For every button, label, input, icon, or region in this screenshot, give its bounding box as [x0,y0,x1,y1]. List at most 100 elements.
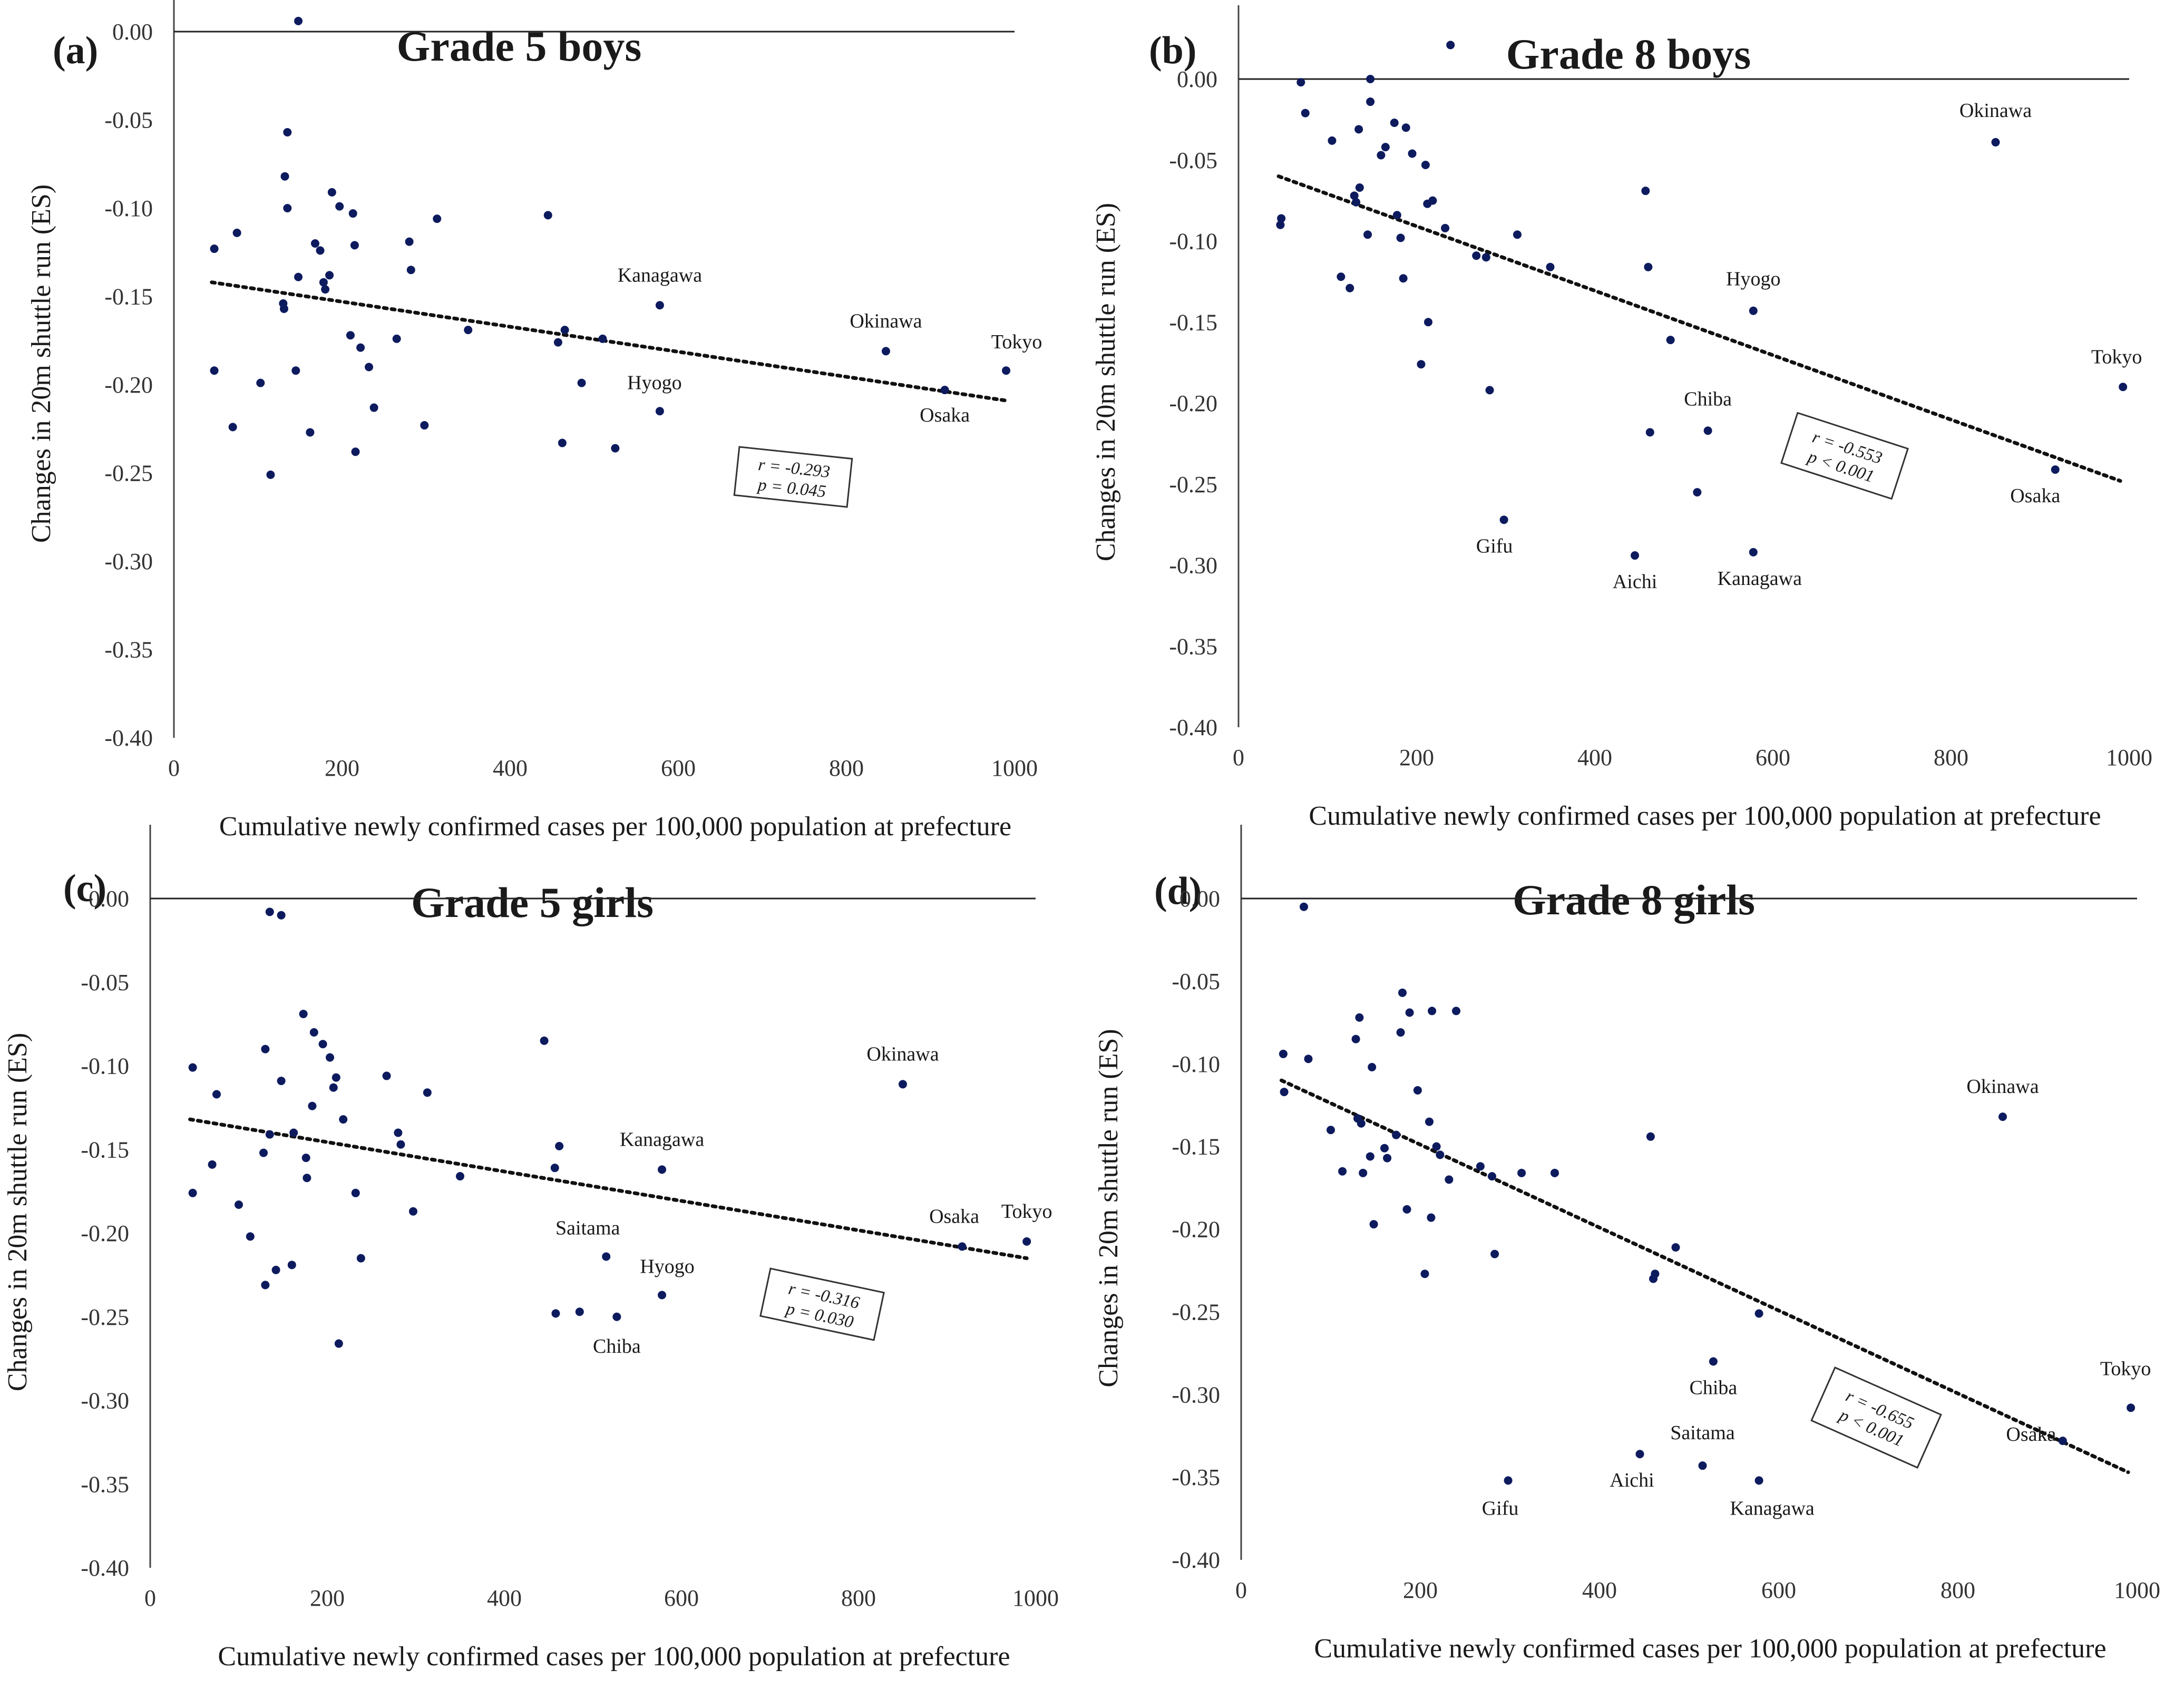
y-tick-label: -0.35 [104,637,153,663]
y-tick-label: -0.10 [81,1053,129,1079]
data-point [287,1261,296,1270]
x-tick-label: 600 [1761,1577,1796,1603]
trendline [1276,174,2122,483]
data-point [2051,465,2060,474]
trendline [188,1117,1029,1261]
point-label-aichi: Aichi [1613,571,1657,593]
y-tick-label: -0.25 [1172,1299,1220,1325]
data-point [1359,1168,1368,1177]
y-tick-label: -0.25 [1169,472,1217,497]
data-point [1396,233,1405,242]
data-point [1446,41,1455,50]
data-point [1277,214,1286,223]
y-tick-label: -0.30 [1169,553,1217,579]
point-label-kanagawa: Kanagawa [1730,1497,1814,1519]
y-tick-label: -0.35 [81,1471,129,1497]
data-point [331,1073,340,1082]
data-point [283,128,292,136]
data-point [208,1160,217,1169]
y-tick-label: -0.35 [1172,1464,1220,1490]
point-label-osaka: Osaka [920,404,970,426]
data-point [335,202,344,211]
y-tick-label: -0.15 [1172,1134,1220,1160]
point-label-osaka: Osaka [2010,485,2060,507]
data-point [188,1063,197,1072]
data-point [280,172,289,181]
y-tick-label: -0.05 [104,108,153,133]
data-point [558,438,567,447]
data-point [1421,160,1430,169]
data-point [1399,274,1408,283]
point-label-tokyo: Tokyo [991,331,1042,353]
data-point [306,428,315,437]
chart-title: Grade 5 girls [411,878,654,926]
x-tick-label: 600 [664,1585,699,1611]
y-tick-label: -0.40 [81,1555,129,1581]
x-tick-label: 800 [1941,1577,1975,1603]
x-tick-label: 0 [1233,745,1244,770]
data-point [319,278,328,287]
stats-box-frame [733,446,853,508]
y-tick-label: -0.15 [1169,309,1217,335]
data-point [1350,191,1359,200]
data-point [658,1291,667,1300]
data-point [310,239,319,248]
data-point [1366,97,1375,106]
x-tick-label: 0 [144,1585,156,1611]
data-point [299,1010,308,1019]
data-point [1490,1249,1499,1258]
x-tick-label: 200 [310,1585,345,1611]
point-label-okinawa: Okinawa [850,310,922,332]
x-axis-label: Cumulative newly confirmed cases per 100… [1309,801,2101,831]
data-point [1345,284,1354,292]
data-point [1390,119,1399,128]
y-tick-label: -0.15 [104,284,153,310]
y-tick-label: -0.05 [1169,148,1217,173]
x-tick-label: 400 [493,755,528,781]
data-point [1398,988,1407,997]
data-point [1279,1049,1288,1058]
data-point [277,911,286,920]
data-point [351,1188,360,1197]
point-label-osaka: Osaka [2006,1423,2056,1446]
data-point [577,378,586,387]
y-tick-label: -0.05 [1172,969,1220,994]
data-point [456,1172,464,1181]
data-point [1392,1130,1401,1139]
y-tick-label: -0.15 [81,1137,129,1163]
data-point [294,272,303,281]
y-tick-label: -0.10 [1169,229,1217,255]
data-point [1380,1144,1389,1153]
y-tick-label: -0.40 [1172,1547,1220,1573]
point-label-gifu: Gifu [1476,535,1513,557]
chart-panel-a: (a) Grade 5 boys 0.00 -0.05 -0.10 -0.15 -0.20 -… [26,0,1042,842]
data-point [1383,1154,1392,1163]
data-point [553,338,562,347]
point-label-hyogo: Hyogo [627,372,681,394]
point-label-saitama: Saitama [555,1217,620,1239]
data-point [1641,187,1650,196]
data-point [1402,1205,1411,1214]
data-point [1301,109,1310,118]
data-point [1425,1117,1434,1126]
point-label-saitama: Saitama [1670,1422,1735,1444]
panel-label: (d) [1154,870,1202,913]
data-point [1427,1213,1436,1222]
x-tick-label: 600 [661,755,696,781]
y-tick-label: -0.20 [1172,1217,1220,1243]
data-point [1998,1112,2007,1121]
data-point [423,1088,432,1097]
data-point [1651,1270,1660,1278]
data-point [256,378,265,387]
data-point [551,1309,560,1318]
data-point [1551,1168,1559,1177]
data-point [1413,1086,1422,1095]
data-point [329,1083,338,1092]
data-point [351,447,360,456]
data-point [1432,1142,1441,1151]
data-point [334,1339,343,1348]
data-point [1517,1168,1526,1177]
